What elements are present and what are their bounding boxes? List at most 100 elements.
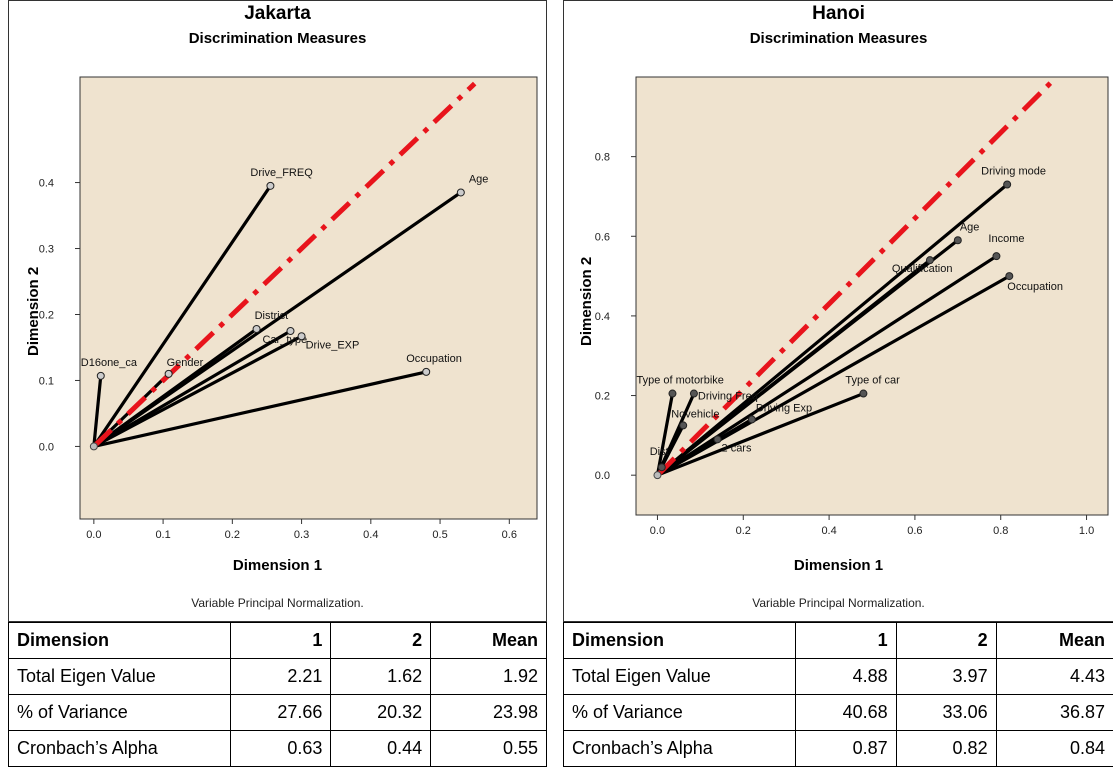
y-tick-label: 0.2: [595, 391, 610, 403]
data-point: [713, 435, 722, 444]
point-label: Gender: [167, 357, 204, 369]
point-label: Occupation: [406, 353, 462, 365]
data-point: [859, 389, 868, 398]
data-point: [679, 421, 688, 430]
point-label: Age: [469, 173, 489, 185]
discrimination-vector: [655, 391, 866, 477]
x-tick-label: 0.5: [432, 529, 447, 541]
point-label: Dist: [650, 446, 669, 458]
chart-title-hanoi: Hanoi: [812, 3, 865, 24]
table-cell: % of Variance: [563, 694, 796, 731]
data-point: [96, 371, 105, 380]
discrimination-vector: [655, 182, 1009, 477]
x-tick-label: 0.0: [86, 529, 101, 541]
discrimination-vector: [655, 258, 932, 477]
point-label: Occupation: [1007, 281, 1063, 293]
point-label: 2 cars: [722, 442, 752, 454]
data-point: [657, 463, 666, 472]
y-axis-label-hanoi: Dimension 2: [578, 256, 595, 346]
data-point: [164, 369, 173, 378]
origin-point: [89, 442, 98, 451]
table-cell: 0.87: [794, 730, 897, 767]
y-tick-label: 0.4: [39, 178, 54, 190]
y-axis-label-jakarta: Dimension 2: [25, 266, 42, 356]
table-cell: % of Variance: [8, 694, 231, 731]
table-cell: 23.98: [430, 694, 547, 731]
jakarta-scatter-plot: 0.0 0.1 0.2 0.3 0.4 0.5 0.6 0.0 0.1 0.2 0.3 0.4 Driv…: [39, 76, 538, 541]
point-label: District: [255, 310, 289, 322]
table-row: % of Variance 40.68 33.06 36.87: [563, 694, 1113, 731]
hanoi-stats-table: Dimension 1 2 Mean Total Eigen Value 4.8…: [563, 622, 1113, 767]
data-point: [689, 389, 698, 398]
y-tick-label: 0.0: [39, 441, 54, 453]
discrimination-vector: [92, 327, 259, 449]
table-cell: 0.82: [895, 730, 997, 767]
table-cell: 36.87: [995, 694, 1113, 731]
point-label: Type of motorbike: [636, 375, 723, 387]
point-label: Income: [988, 233, 1024, 245]
data-point: [1005, 272, 1014, 281]
data-point: [668, 389, 677, 398]
x-tick-label: 0.8: [993, 525, 1008, 537]
origin-point: [653, 471, 662, 480]
table-cell: 27.66: [229, 694, 332, 731]
data-point: [747, 415, 756, 424]
y-tick-label: 0.8: [595, 152, 610, 164]
x-tick-label: 0.6: [907, 525, 922, 537]
y-tick-label: 0.1: [39, 375, 54, 387]
table-row: % of Variance 27.66 20.32 23.98: [8, 694, 547, 731]
x-tick-label: 0.4: [821, 525, 836, 537]
point-label: Qualification: [892, 263, 953, 275]
table-header-cell: Dimension: [563, 622, 796, 659]
discrimination-vector: [92, 370, 428, 449]
point-label: Type of car: [845, 375, 900, 387]
table-cell: 0.63: [229, 730, 332, 767]
discrimination-vector: [655, 391, 675, 477]
table-header-cell: Mean: [430, 622, 547, 659]
x-tick-label: 0.6: [502, 529, 517, 541]
table-header-cell: Mean: [995, 622, 1113, 659]
hanoi-chart-panel: Hanoi Discrimination Measures 0.0 0.2 0.4 0…: [563, 0, 1113, 622]
table-cell: 0.55: [430, 730, 547, 767]
data-point: [252, 325, 261, 334]
table-cell: 33.06: [895, 694, 997, 731]
x-tick-label: 0.4: [363, 529, 378, 541]
table-row: Cronbach’s Alpha 0.87 0.82 0.84: [563, 730, 1113, 767]
jakarta-chart-panel: Jakarta Discrimination Measures 0.0 0.1 0.…: [8, 0, 547, 622]
data-point: [297, 332, 306, 341]
table-cell: 4.88: [794, 658, 897, 695]
table-cell: 20.32: [330, 694, 432, 731]
discrimination-vector: [92, 329, 293, 449]
discrimination-vector: [92, 184, 273, 449]
data-point: [953, 236, 962, 245]
table-header-cell: 2: [330, 622, 432, 659]
point-label: Driving Freq: [698, 391, 758, 403]
normalization-note-jakarta: Variable Principal Normalization.: [191, 596, 364, 610]
data-point: [422, 367, 431, 376]
table-header-cell: 1: [229, 622, 332, 659]
x-tick-label: 1.0: [1079, 525, 1094, 537]
x-tick-label: 0.2: [225, 529, 240, 541]
table-header-row: Dimension 1 2 Mean: [563, 622, 1113, 659]
data-point: [992, 252, 1001, 261]
table-cell: Total Eigen Value: [8, 658, 231, 695]
table-cell: Cronbach’s Alpha: [563, 730, 796, 767]
jakarta-stats-table: Dimension 1 2 Mean Total Eigen Value 2.2…: [8, 622, 547, 767]
table-cell: 1.92: [430, 658, 547, 695]
chart-title-jakarta: Jakarta: [244, 3, 311, 24]
table-cell: 0.84: [995, 730, 1113, 767]
table-cell: 2.21: [229, 658, 332, 695]
x-axis-label-hanoi: Dimension 1: [793, 557, 884, 574]
table-cell: 1.62: [330, 658, 432, 695]
discrimination-vector: [92, 374, 103, 449]
reference-line: [92, 81, 477, 449]
table-row: Cronbach’s Alpha 0.63 0.44 0.55: [8, 730, 547, 767]
table-cell: Total Eigen Value: [563, 658, 796, 695]
y-tick-label: 0.4: [595, 311, 610, 323]
x-tick-label: 0.3: [294, 529, 309, 541]
y-tick-label: 0.2: [39, 309, 54, 321]
table-header-cell: 1: [794, 622, 897, 659]
table-cell: 0.44: [330, 730, 432, 767]
discrimination-vector: [655, 437, 720, 477]
y-tick-label: 0.3: [39, 244, 54, 256]
